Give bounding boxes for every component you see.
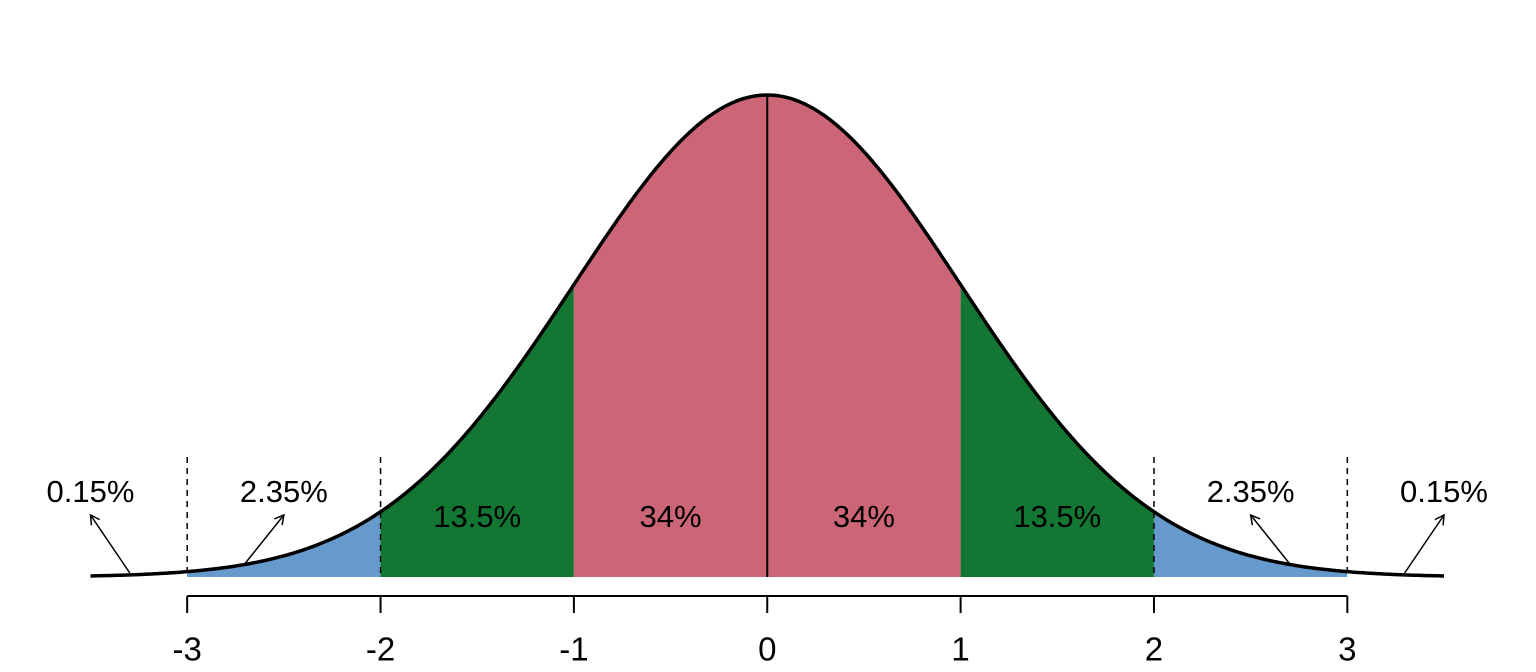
density-curve [90,93,1445,578]
region [1153,511,1348,577]
arrow [1404,513,1445,574]
region-label: 34% [640,499,702,534]
x-tick-label: 3 [1338,631,1356,668]
region-label: 0.15% [1400,474,1488,509]
arrow [1249,513,1292,566]
region [187,511,381,577]
x-tick-label: 2 [1145,631,1163,668]
region-label: 13.5% [433,499,521,534]
region-label: 0.15% [47,474,135,509]
region-label: 34% [833,499,895,534]
arrow [89,513,131,574]
x-tick-label: 0 [758,631,776,668]
x-tick-label: -3 [173,631,202,668]
region-label: 13.5% [1013,499,1101,534]
x-tick-label: -1 [559,631,588,668]
region-label: 2.35% [1207,474,1295,509]
region-label: 2.35% [240,474,328,509]
x-tick-label: 1 [951,631,969,668]
x-tick-label: -2 [366,631,395,668]
arrow [243,513,285,566]
